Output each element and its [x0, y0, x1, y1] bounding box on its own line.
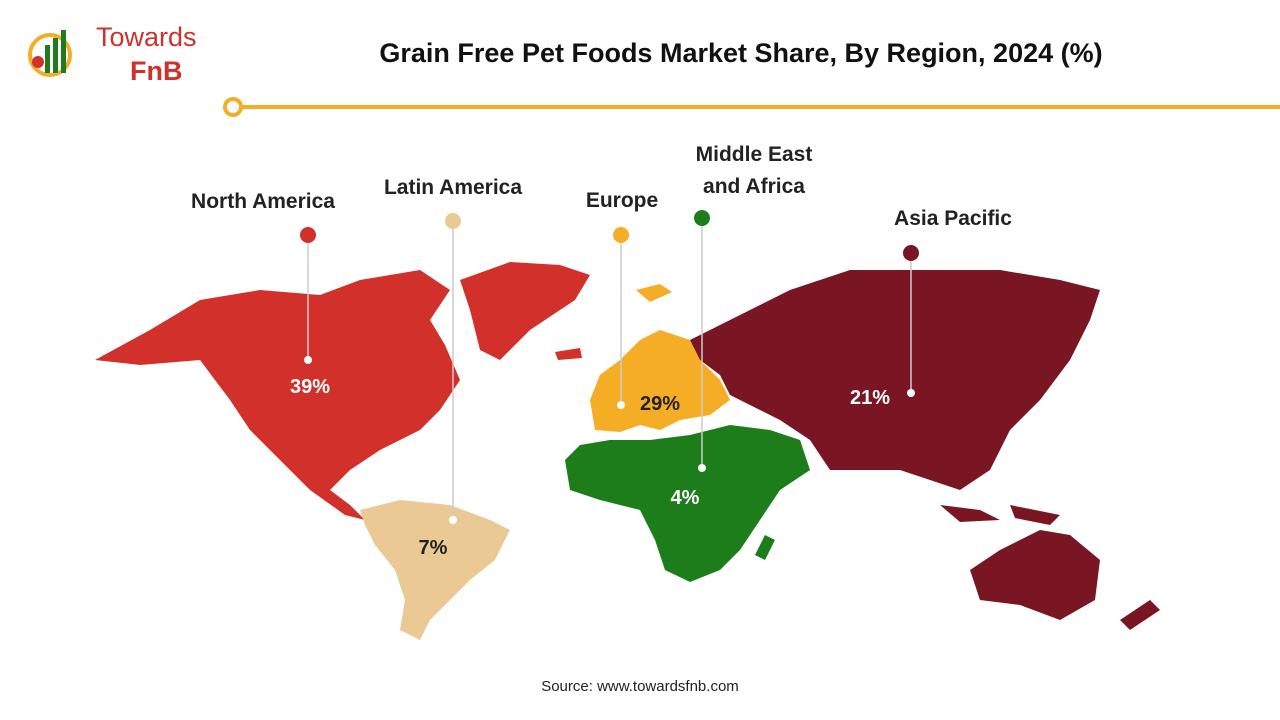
value-label: 4% [671, 487, 700, 509]
logo-bottom: FnB [130, 56, 182, 86]
region-shape [940, 505, 1000, 522]
region-shape [690, 270, 1100, 490]
logo-top: Towards [96, 22, 197, 52]
region-shape [636, 284, 672, 302]
pin-dot [613, 227, 629, 243]
pin-dot [300, 227, 316, 243]
region-shape [565, 425, 810, 582]
pin-end [698, 464, 706, 472]
region-name: Middle East and Africa [695, 143, 813, 198]
pin-end [304, 356, 312, 364]
region-shape [970, 530, 1100, 620]
region-shape [590, 330, 730, 432]
pin-dot [694, 210, 710, 226]
region-name: Asia Pacific [894, 207, 1012, 230]
value-label: 39% [290, 376, 330, 398]
region-name: Europe [585, 189, 659, 212]
logo-icon [28, 30, 72, 77]
region-shape [360, 500, 510, 640]
pin-end [617, 401, 625, 409]
pin-end [449, 516, 457, 524]
value-label: 29% [640, 393, 680, 415]
region-name: Latin America [383, 176, 523, 199]
pin-dot [903, 245, 919, 261]
value-label: 7% [419, 537, 448, 559]
region-shape [755, 535, 775, 560]
region-shape [555, 348, 582, 360]
region-shape [1120, 600, 1160, 630]
region-shape [95, 270, 460, 520]
header-dot [223, 97, 243, 117]
pin-end [907, 389, 915, 397]
source: Source: www.towardsfnb.com [541, 678, 739, 695]
value-label: 21% [850, 387, 890, 409]
chart-title: Grain Free Pet Foods Market Share, By Re… [379, 38, 1102, 68]
pin-dot [445, 213, 461, 229]
region-shape [1010, 505, 1060, 525]
region-name: North America [191, 190, 335, 213]
region-shape [460, 262, 590, 360]
